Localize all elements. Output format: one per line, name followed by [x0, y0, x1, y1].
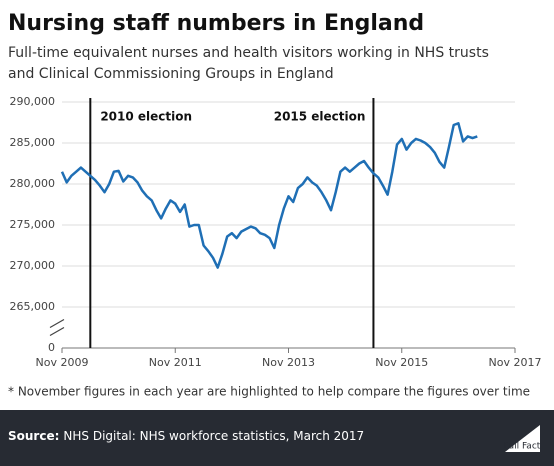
y-tick-label: 270,000	[10, 259, 56, 272]
y-tick-label: 0	[48, 341, 55, 354]
logo: Full Fact	[504, 442, 541, 452]
subtitle: and Clinical Commissioning Groups in Eng…	[8, 66, 334, 82]
axis-break	[49, 326, 65, 337]
data-line	[60, 122, 478, 269]
x-tick-label: Nov 2011	[149, 356, 202, 369]
y-tick-label: 280,000	[10, 177, 56, 190]
source: Source: NHS Digital: NHS workforce statis…	[8, 429, 364, 443]
footer	[0, 410, 554, 466]
y-tick-label: 265,000	[10, 300, 56, 313]
note: * November figures in each year are high…	[8, 385, 530, 399]
logo-shape	[505, 425, 540, 452]
source-label: Source:	[8, 429, 59, 443]
x-tick-label: Nov 2017	[489, 356, 542, 369]
y-tick-label: 290,000	[10, 95, 56, 108]
annotation-label: 2010 election	[100, 110, 192, 124]
x-tick-label: Nov 2009	[36, 356, 89, 369]
source-text: NHS Digital: NHS workforce statistics, M…	[63, 429, 364, 443]
y-tick-label: 275,000	[10, 218, 56, 231]
axis-break	[49, 318, 65, 329]
subtitle: Full-time equivalent nurses and health v…	[8, 45, 489, 61]
x-tick-label: Nov 2013	[262, 356, 315, 369]
chart-title: Nursing staff numbers in England	[8, 11, 424, 36]
y-tick-label: 285,000	[10, 136, 56, 149]
x-tick-label: Nov 2015	[375, 356, 428, 369]
annotation-label: 2015 election	[274, 110, 366, 124]
